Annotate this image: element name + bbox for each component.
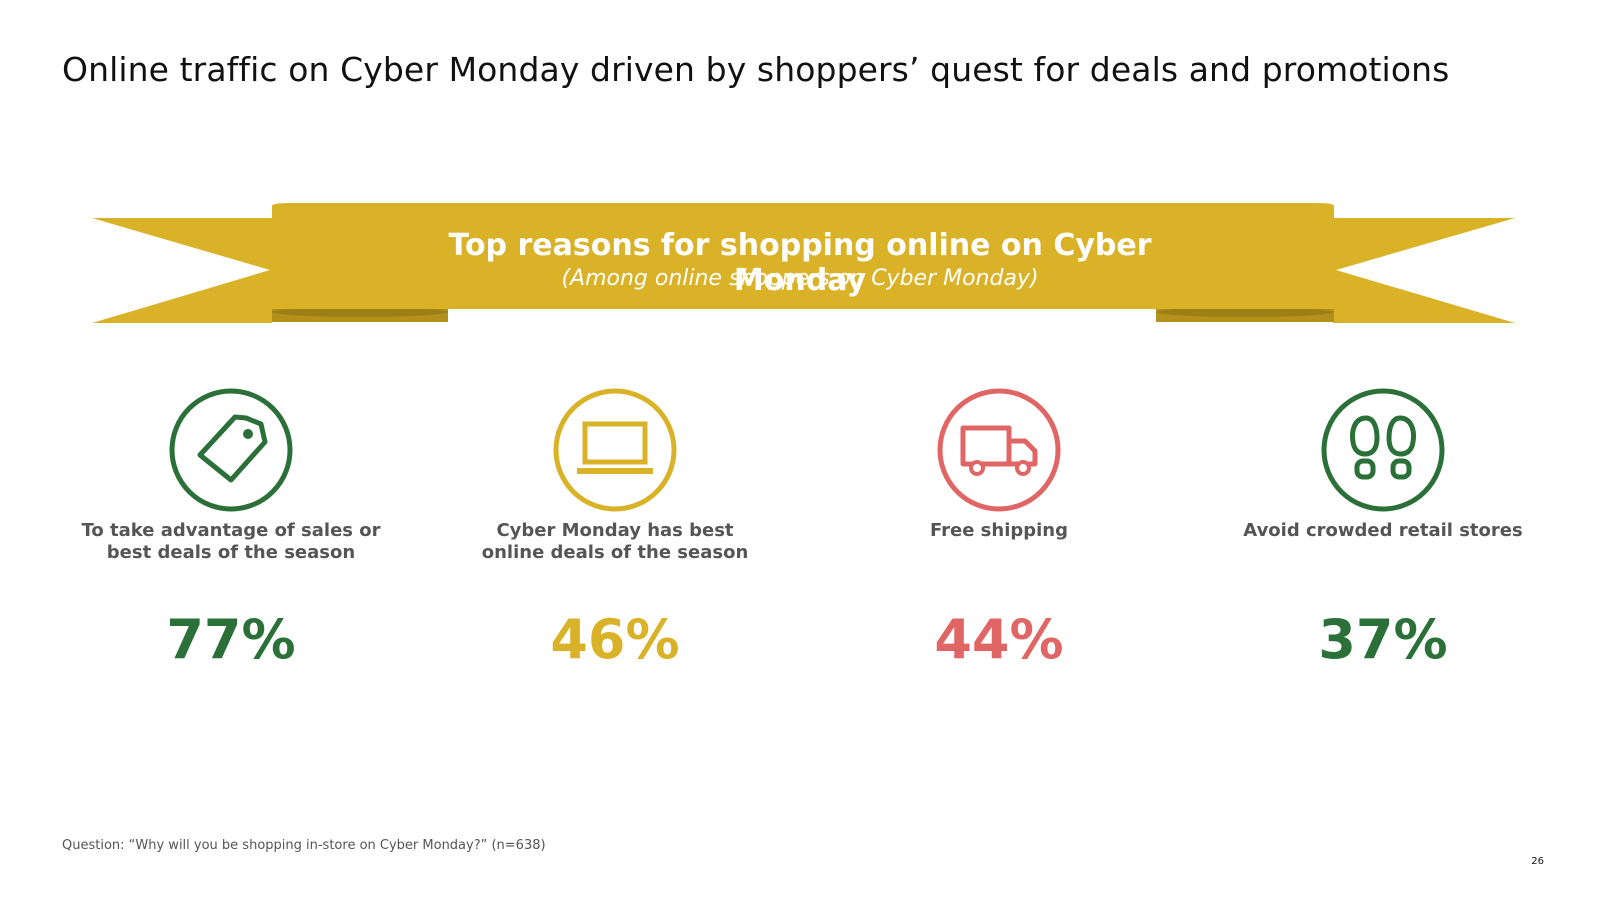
reason-item-avoid-crowds: Avoid crowded retail stores 37%: [1233, 388, 1533, 670]
reason-item-free-shipping: Free shipping 44%: [849, 388, 1149, 670]
reason-percentage: 46%: [550, 608, 680, 671]
ribbon-banner: [92, 203, 1515, 323]
reason-percentage: 44%: [934, 608, 1064, 671]
banner-subtitle: (Among online shoppers on Cyber Monday): [561, 266, 1039, 291]
slide-title: Online traffic on Cyber Monday driven by…: [62, 50, 1450, 89]
ribbon-left-tail: [92, 218, 272, 323]
price-tag-icon: [169, 388, 293, 512]
banner-title: Top reasons for shopping online on Cyber…: [448, 228, 1152, 298]
laptop-icon: [553, 388, 677, 512]
reason-percentage: 77%: [166, 608, 296, 671]
reason-label: Free shipping: [929, 520, 1069, 541]
footnote: Question: “Why will you be shopping in-s…: [62, 838, 546, 853]
reason-label: Avoid crowded retail stores: [1243, 520, 1523, 541]
ribbon-main-band: [272, 203, 1334, 309]
page-number: 26: [1531, 856, 1544, 867]
footprints-icon: [1321, 388, 1445, 512]
reason-percentage: 37%: [1318, 608, 1448, 671]
reason-item-online-deals: Cyber Monday has best online deals of th…: [465, 388, 765, 670]
reason-item-deals: To take advantage of sales or best deals…: [81, 388, 381, 670]
ribbon-right-tail: [1333, 218, 1515, 323]
delivery-truck-icon: [937, 388, 1061, 512]
reason-label: To take advantage of sales or best deals…: [81, 520, 381, 563]
reason-label: Cyber Monday has best online deals of th…: [481, 520, 749, 563]
